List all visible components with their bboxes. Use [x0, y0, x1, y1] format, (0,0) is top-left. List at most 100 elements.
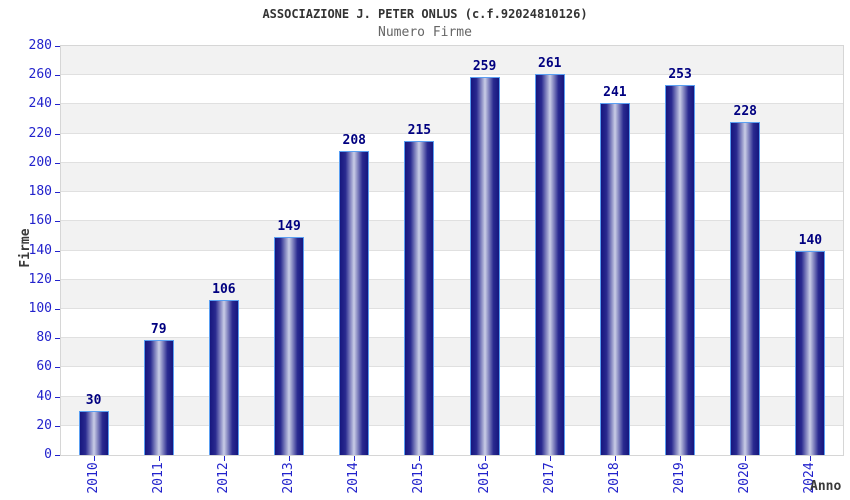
bar-value-label: 30 — [85, 393, 102, 409]
bar — [665, 85, 696, 455]
y-tick-label: 180 — [28, 184, 52, 200]
bar-value-label: 228 — [733, 103, 757, 119]
y-tick-mark — [55, 338, 60, 340]
bar-value-label: 241 — [603, 84, 627, 100]
gridline — [61, 424, 843, 426]
gridline — [61, 103, 843, 105]
plot-band — [61, 396, 843, 426]
y-tick-label: 60 — [36, 359, 52, 375]
bar — [274, 237, 305, 455]
x-tick-mark — [810, 456, 812, 461]
x-tick-mark — [614, 456, 616, 461]
y-tick-mark — [55, 192, 60, 194]
x-tick-mark — [549, 456, 551, 461]
gridline — [61, 278, 843, 280]
bar-value-label: 259 — [472, 58, 497, 74]
bar — [78, 411, 109, 455]
bar-value-label: 140 — [798, 232, 823, 248]
x-axis-title: Anno — [810, 479, 842, 494]
gridline — [61, 191, 843, 193]
plot-band — [61, 338, 843, 368]
plot-band — [61, 75, 843, 105]
bar-value-label: 79 — [150, 321, 167, 337]
y-tick-label: 140 — [28, 242, 52, 258]
plot-band — [61, 133, 843, 163]
y-tick-label: 80 — [36, 330, 52, 346]
x-tick-label: 2014 — [346, 462, 362, 494]
y-tick-mark — [55, 279, 60, 281]
x-tick-label: 2016 — [476, 462, 492, 494]
gridline — [61, 337, 843, 339]
bar — [208, 300, 239, 455]
y-tick-mark — [55, 221, 60, 223]
bar — [534, 73, 565, 455]
x-tick-label: 2010 — [85, 462, 101, 494]
y-tick-label: 0 — [44, 447, 52, 462]
y-tick-mark — [55, 75, 60, 77]
x-tick-mark — [745, 456, 747, 461]
plot-area: 30 79 106 149 208 215 259 261 241 253 228 140 — [60, 45, 844, 456]
plot-band — [61, 367, 843, 397]
bar-value-label: 208 — [342, 133, 366, 149]
gridline — [61, 132, 843, 134]
y-tick-mark — [55, 308, 60, 310]
bar — [599, 102, 630, 455]
bar — [469, 76, 500, 455]
plot-band — [61, 425, 843, 455]
x-tick-mark — [93, 456, 95, 461]
y-tick-mark — [55, 133, 60, 135]
gridline — [61, 220, 843, 222]
x-tick-mark — [354, 456, 356, 461]
y-tick-label: 220 — [28, 125, 52, 141]
plot-band — [61, 308, 843, 339]
bar-value-label: 106 — [212, 282, 236, 298]
bar — [339, 151, 370, 455]
x-tick-label: 2020 — [737, 462, 753, 494]
y-tick-mark — [55, 162, 60, 164]
y-tick-label: 120 — [28, 271, 52, 287]
y-axis-title: Firme — [18, 228, 33, 268]
bar-value-label: 149 — [277, 219, 301, 235]
y-tick-mark — [55, 455, 60, 456]
y-tick-label: 260 — [28, 67, 52, 83]
x-tick-mark — [419, 456, 421, 461]
bar-value-label: 253 — [668, 67, 692, 83]
y-tick-label: 40 — [36, 388, 52, 404]
x-tick-mark — [680, 456, 682, 461]
x-tick-mark — [158, 456, 160, 461]
y-tick-mark — [55, 396, 60, 398]
y-tick-label: 20 — [36, 417, 52, 433]
bar — [795, 250, 826, 455]
x-tick-mark — [223, 456, 225, 461]
y-tick-label: 200 — [28, 154, 52, 170]
x-tick-label: 2017 — [541, 462, 557, 494]
x-tick-mark — [484, 456, 486, 461]
y-tick-mark — [55, 46, 60, 47]
y-tick-label: 160 — [28, 213, 52, 229]
bar-value-label: 261 — [538, 55, 562, 71]
gridline — [61, 395, 843, 397]
x-tick-label: 2012 — [215, 462, 231, 494]
bar — [143, 339, 174, 455]
chart-subtitle: Numero Firme — [378, 25, 472, 40]
plot-band — [61, 46, 843, 76]
gridline — [61, 249, 843, 251]
gridline — [61, 366, 843, 368]
y-tick-label: 240 — [28, 96, 52, 112]
chart-title: ASSOCIAZIONE J. PETER ONLUS (c.f.9202481… — [262, 7, 588, 21]
y-tick-mark — [55, 104, 60, 106]
plot-band — [61, 279, 843, 309]
bar — [730, 121, 761, 455]
bar-value-label: 215 — [407, 122, 432, 138]
x-tick-label: 2018 — [606, 462, 622, 494]
x-tick-label: 2015 — [411, 462, 427, 494]
y-tick-label: 100 — [28, 300, 52, 316]
x-tick-label: 2011 — [150, 462, 166, 494]
y-tick-mark — [55, 367, 60, 369]
plot-band — [61, 192, 843, 222]
x-tick-label: 2019 — [672, 462, 688, 494]
y-tick-mark — [55, 425, 60, 427]
gridline — [61, 307, 843, 309]
y-tick-mark — [55, 250, 60, 252]
